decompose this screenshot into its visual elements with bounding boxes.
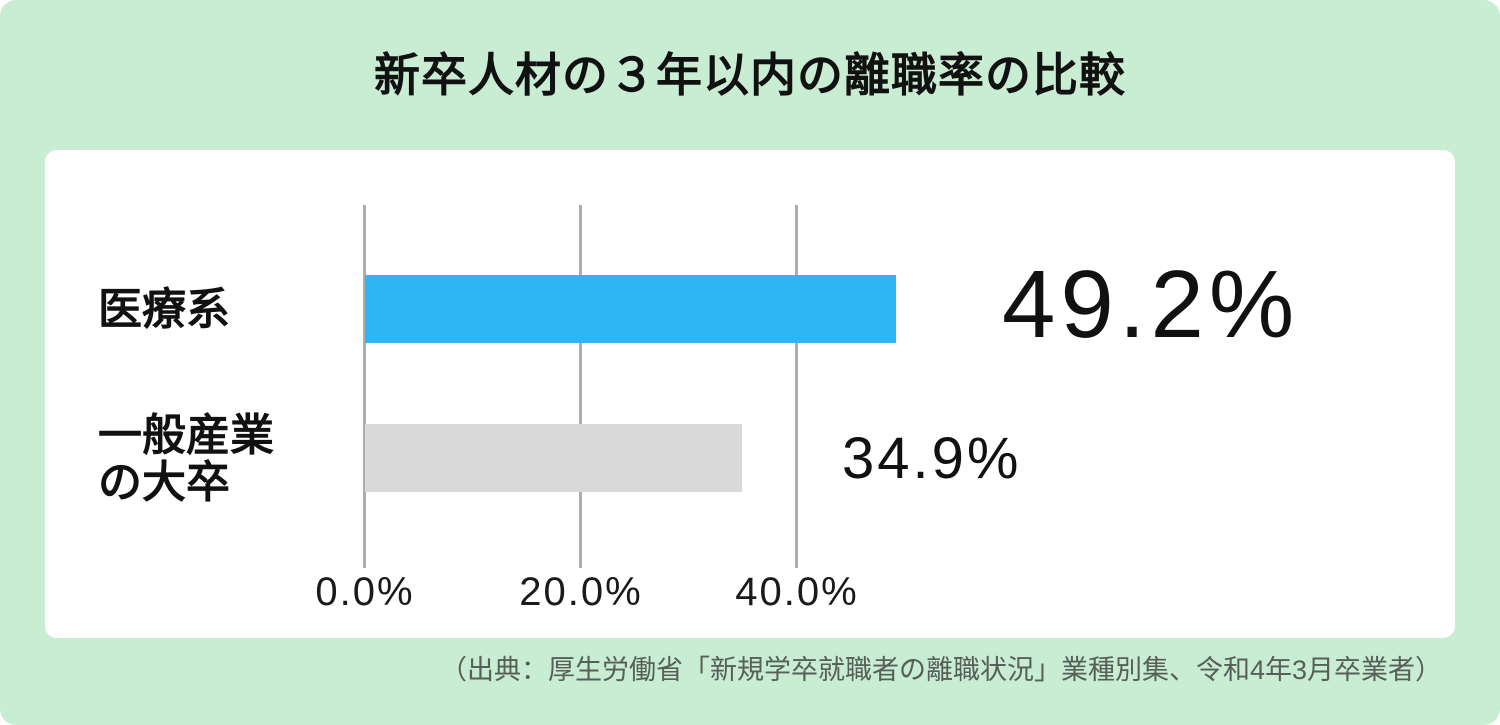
- category-label-general-line1: 一般産業: [98, 411, 274, 460]
- gridline-0-percent: [363, 205, 366, 568]
- x-tick-label-0: 0.0%: [315, 570, 415, 614]
- chart-card: 医療系 一般産業 の大卒 49.2% 34.9% 0.0% 20.0% 40.0…: [45, 150, 1455, 638]
- category-label-medical: 医療系: [98, 275, 358, 343]
- x-tick-label-40: 40.0%: [735, 570, 859, 614]
- source-note: （出典：厚生労働省「新規学卒就職者の離職状況」業種別集、令和4年3月卒業者）: [439, 655, 1442, 685]
- x-tick-label-20: 20.0%: [519, 570, 643, 614]
- chart-title: 新卒人材の３年以内の離職率の比較: [374, 49, 1126, 101]
- gridline-20-percent: [579, 205, 582, 568]
- category-label-medical-text: 医療系: [98, 284, 230, 334]
- value-label-general-industry: 34.9%: [842, 425, 1022, 491]
- bar-medical: [365, 275, 896, 343]
- category-label-general-line2: の大卒: [98, 458, 230, 507]
- value-label-medical: 49.2%: [1002, 251, 1300, 358]
- bar-general-industry: [365, 424, 742, 492]
- gridline-40-percent: [795, 205, 798, 568]
- category-label-general-industry: 一般産業 の大卒: [98, 412, 358, 506]
